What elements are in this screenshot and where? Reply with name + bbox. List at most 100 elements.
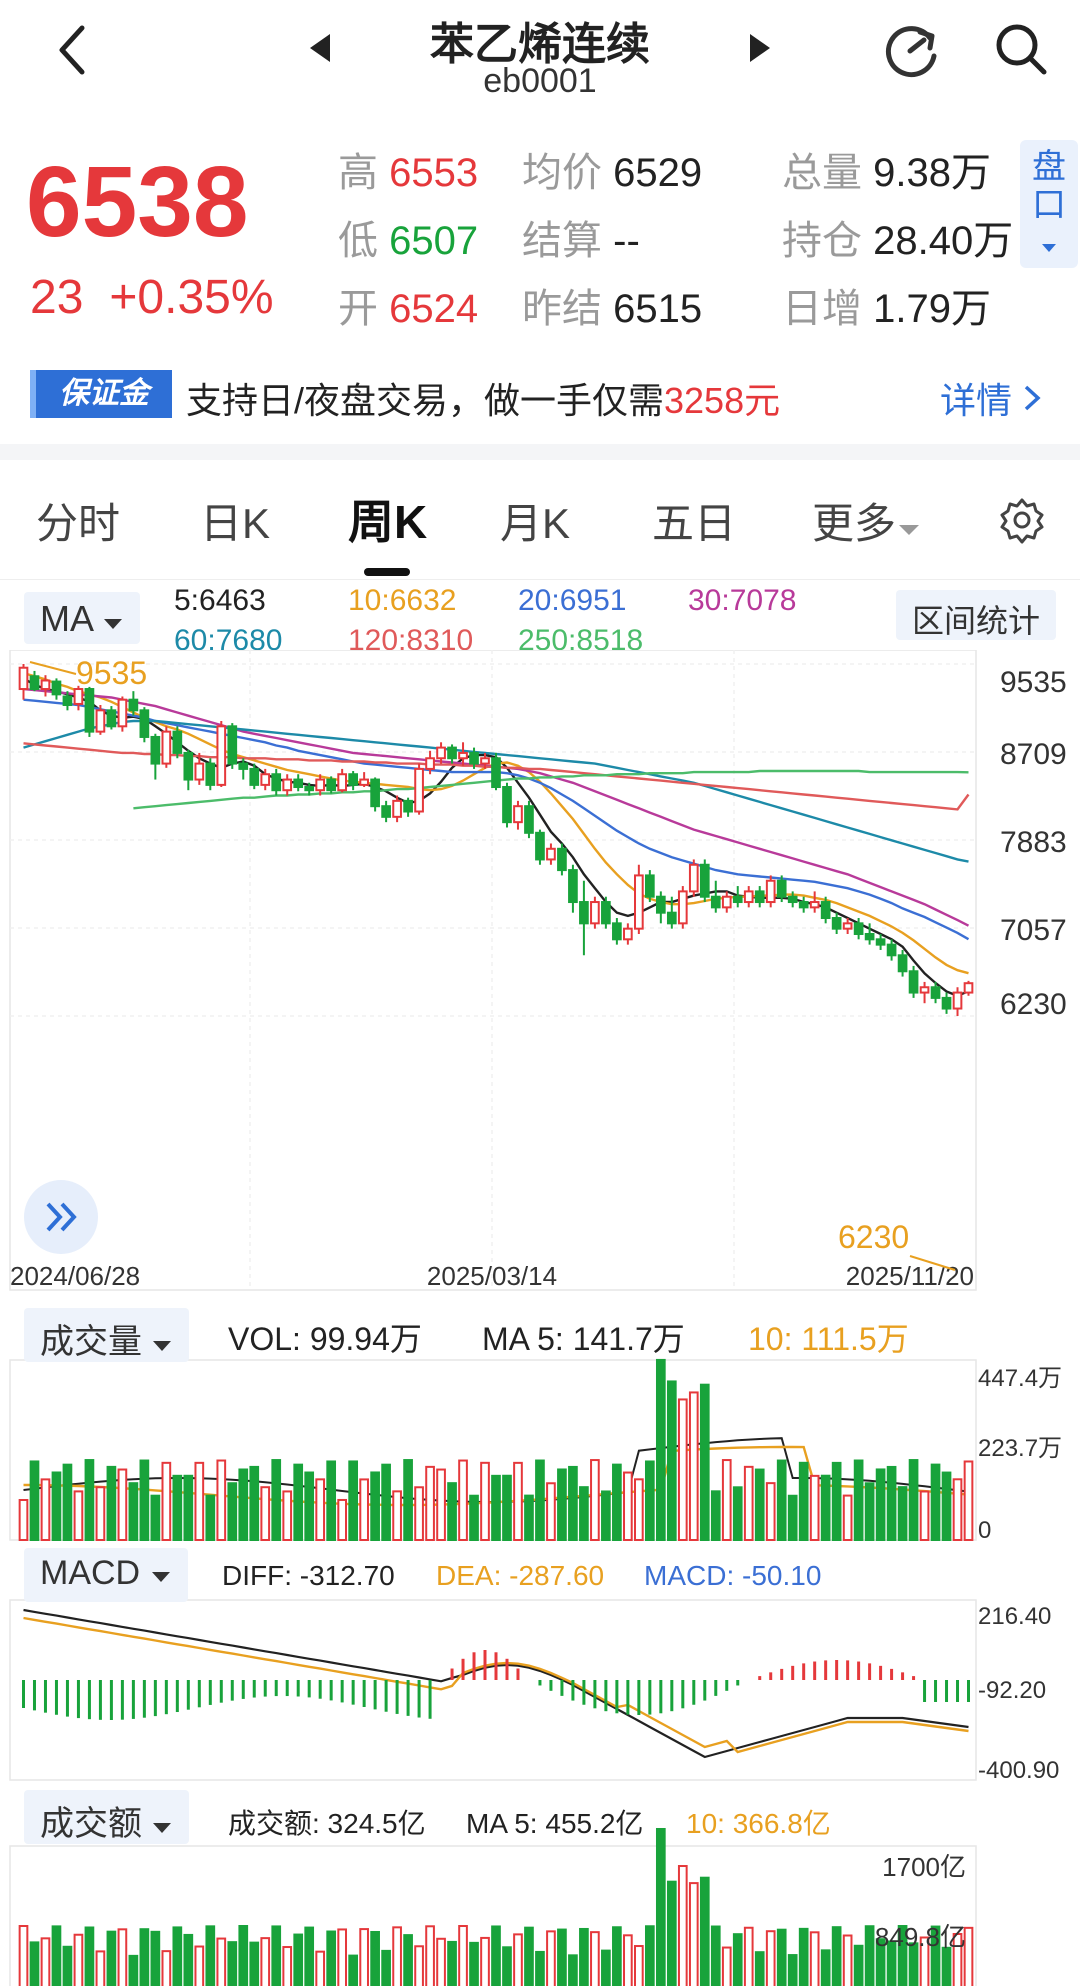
refresh-icon[interactable] <box>880 20 942 82</box>
turnover-bar <box>29 1941 40 1986</box>
turnover-bar <box>612 1926 622 1986</box>
y-tick-label: 7057 <box>1000 914 1067 947</box>
candle <box>590 896 600 929</box>
candle-body <box>337 773 348 792</box>
back-arrow-icon[interactable] <box>52 22 92 78</box>
volume-bar <box>842 1494 853 1542</box>
candle-body <box>414 767 424 813</box>
volume-bar <box>381 1463 391 1541</box>
candle-body <box>106 709 117 728</box>
turnover-bar <box>205 1925 216 1986</box>
candle-body <box>18 666 29 691</box>
settle-row: 结算 -- <box>522 219 640 263</box>
turnover-bar <box>666 1880 677 1986</box>
range-stats-button[interactable]: 区间统计 <box>896 590 1057 640</box>
candle-body <box>623 927 633 941</box>
turnover-bar <box>831 1926 842 1986</box>
tab-daily-k[interactable]: 日K <box>200 500 271 547</box>
tab-monthly-k[interactable]: 月K <box>500 500 571 547</box>
margin-banner[interactable]: 保证金 支持日/夜盘交易，做一手仅需3258元 详情 <box>0 360 1080 430</box>
volume-bar <box>62 1463 73 1541</box>
volume-selector[interactable]: 成交量 <box>24 1308 190 1362</box>
candle-body <box>403 799 413 813</box>
turnover-bar <box>370 1930 380 1986</box>
candle-body <box>886 943 897 957</box>
volume-bar <box>930 1463 941 1541</box>
volume-bar <box>271 1459 282 1541</box>
candle-body <box>864 932 875 941</box>
candle-body <box>579 901 589 925</box>
main-chart-frame <box>9 650 977 1291</box>
volume-bar <box>546 1482 556 1541</box>
ma-selector[interactable]: MA <box>24 592 141 644</box>
turnover-bar <box>282 1946 293 1986</box>
candle-body <box>480 757 490 765</box>
candle-body <box>963 982 974 994</box>
prev-contract-icon[interactable] <box>306 30 334 66</box>
search-icon[interactable] <box>992 20 1052 80</box>
volume-bar <box>688 1391 699 1541</box>
candle <box>40 675 51 697</box>
turnover-bar <box>293 1933 304 1986</box>
order-book-button[interactable]: 盘口 <box>1020 140 1078 268</box>
candle <box>765 875 776 908</box>
turnover-bar <box>117 1928 128 1986</box>
tab-more[interactable]: 更多 <box>812 490 922 551</box>
candle <box>18 664 29 700</box>
candle-body <box>304 786 315 792</box>
candle-body <box>897 954 908 973</box>
volume-bar <box>886 1465 897 1541</box>
details-link[interactable]: 详情 <box>940 372 1042 424</box>
ma250-line <box>133 769 969 810</box>
candle-body <box>601 901 611 925</box>
expand-button[interactable] <box>24 1180 98 1254</box>
turnover-bar <box>260 1937 271 1986</box>
candle-body <box>392 799 402 818</box>
candle <box>601 896 611 929</box>
turnover-bar <box>161 1950 172 1986</box>
turnover-selector[interactable]: 成交额 <box>24 1790 190 1844</box>
tab-weekly-k[interactable]: 周K <box>348 496 428 548</box>
turnover-bar <box>721 1946 732 1986</box>
candle <box>809 891 820 913</box>
turnover-bar <box>776 1928 787 1986</box>
candle <box>359 772 369 788</box>
turnover-ma5-value: MA 5: 455.2亿 <box>466 1808 644 1839</box>
turnover-bar <box>458 1925 468 1986</box>
candle <box>469 747 479 769</box>
volume-bar <box>469 1494 479 1541</box>
turnover-bar <box>919 1936 930 1986</box>
vol-tick-label: 223.7万 <box>978 1435 1062 1462</box>
turnover-bar <box>40 1937 51 1986</box>
low-row: 低 6507 <box>338 219 479 263</box>
candle <box>579 880 589 956</box>
turnover-bar <box>106 1930 117 1986</box>
macd-selector[interactable]: MACD <box>24 1548 188 1602</box>
turnover-bar <box>688 1882 699 1986</box>
candle <box>546 843 556 865</box>
gear-icon[interactable] <box>998 496 1046 544</box>
volume-bar <box>315 1478 326 1541</box>
volume-bar <box>106 1465 117 1542</box>
volume-bar <box>249 1465 260 1541</box>
candle <box>139 707 150 743</box>
candle <box>710 880 721 913</box>
candle-body <box>51 680 62 696</box>
candle <box>62 691 73 711</box>
volume-bar <box>227 1482 238 1542</box>
tab-five-day[interactable]: 五日 <box>652 500 737 547</box>
candle <box>842 918 853 934</box>
kline-chart[interactable]: 9535 8709 7883 7057 6230 2024/06/28 2025/03/14… <box>0 650 1080 1986</box>
next-contract-icon[interactable] <box>746 30 774 66</box>
volume-bar <box>820 1474 831 1542</box>
turnover-bar <box>787 1954 798 1986</box>
candle-body <box>765 879 776 904</box>
tab-intraday[interactable]: 分时 <box>36 500 121 547</box>
turnover-bar <box>150 1930 161 1986</box>
turnover-bar <box>271 1925 282 1986</box>
volume-bar <box>919 1490 930 1542</box>
candle <box>502 782 512 828</box>
candle <box>381 800 391 823</box>
turnover-bar <box>798 1927 809 1986</box>
low-mark-label: 6230 <box>838 1219 909 1255</box>
